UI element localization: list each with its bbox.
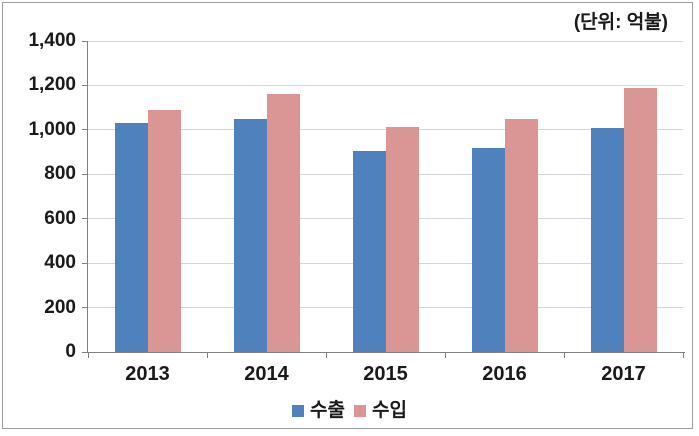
x-tick-3 xyxy=(444,352,446,358)
y-axis-label-600: 600 xyxy=(44,207,76,229)
export-legend-swatch xyxy=(292,405,305,417)
x-tick-2 xyxy=(325,352,327,358)
bar-수출-2017 xyxy=(590,127,624,352)
x-axis-label-2014: 2014 xyxy=(244,363,289,385)
unit-label: (단위: 억불) xyxy=(573,12,668,33)
x-axis-line xyxy=(88,352,685,353)
legend-item-import: 수입 xyxy=(354,400,407,422)
bar-수출-2015 xyxy=(352,150,386,352)
y-tick-800 xyxy=(82,173,88,175)
y-axis-label-400: 400 xyxy=(44,252,76,274)
bar-수출-2014 xyxy=(233,118,267,352)
y-tick-1400 xyxy=(82,40,88,42)
y-tick-600 xyxy=(82,218,88,220)
bar-수출-2016 xyxy=(471,147,505,352)
y-tick-1200 xyxy=(82,84,88,86)
bar-수입-2013 xyxy=(147,109,181,352)
y-tick-1000 xyxy=(82,129,88,131)
x-axis-label-2013: 2013 xyxy=(125,363,170,385)
y-axis-label-0: 0 xyxy=(65,341,76,362)
y-tick-0 xyxy=(82,351,88,353)
y-tick-400 xyxy=(82,262,88,264)
bar-수입-2017 xyxy=(623,87,657,352)
y-axis-label-1400: 1,400 xyxy=(28,30,76,51)
x-tick-4 xyxy=(563,352,565,358)
x-axis-label-2015: 2015 xyxy=(363,363,408,385)
import-legend-label: 수입 xyxy=(372,400,407,421)
legend-item-export: 수출 xyxy=(292,400,345,422)
bar-수출-2013 xyxy=(114,123,148,352)
y-axis-label-1200: 1,200 xyxy=(28,74,76,96)
bar-수입-2015 xyxy=(385,126,419,352)
x-axis-label-2016: 2016 xyxy=(482,363,527,385)
y-axis-label-200: 200 xyxy=(44,296,76,318)
y-axis-label-800: 800 xyxy=(44,163,76,185)
import-legend-swatch xyxy=(354,405,366,417)
export-legend-label: 수출 xyxy=(310,400,345,421)
y-axis-label-1000: 1,000 xyxy=(28,118,76,140)
gridline-y-1200 xyxy=(88,84,683,86)
x-axis-label-2017: 2017 xyxy=(601,363,646,385)
y-axis-line xyxy=(87,41,88,353)
bar-수입-2016 xyxy=(504,118,538,352)
gridline-y-1400 xyxy=(88,40,683,42)
x-tick-5 xyxy=(682,352,684,358)
legend: 수출 수입 xyxy=(0,400,699,422)
x-tick-0 xyxy=(87,352,89,358)
y-tick-200 xyxy=(82,307,88,309)
x-tick-1 xyxy=(206,352,208,358)
bar-수입-2014 xyxy=(266,94,300,352)
